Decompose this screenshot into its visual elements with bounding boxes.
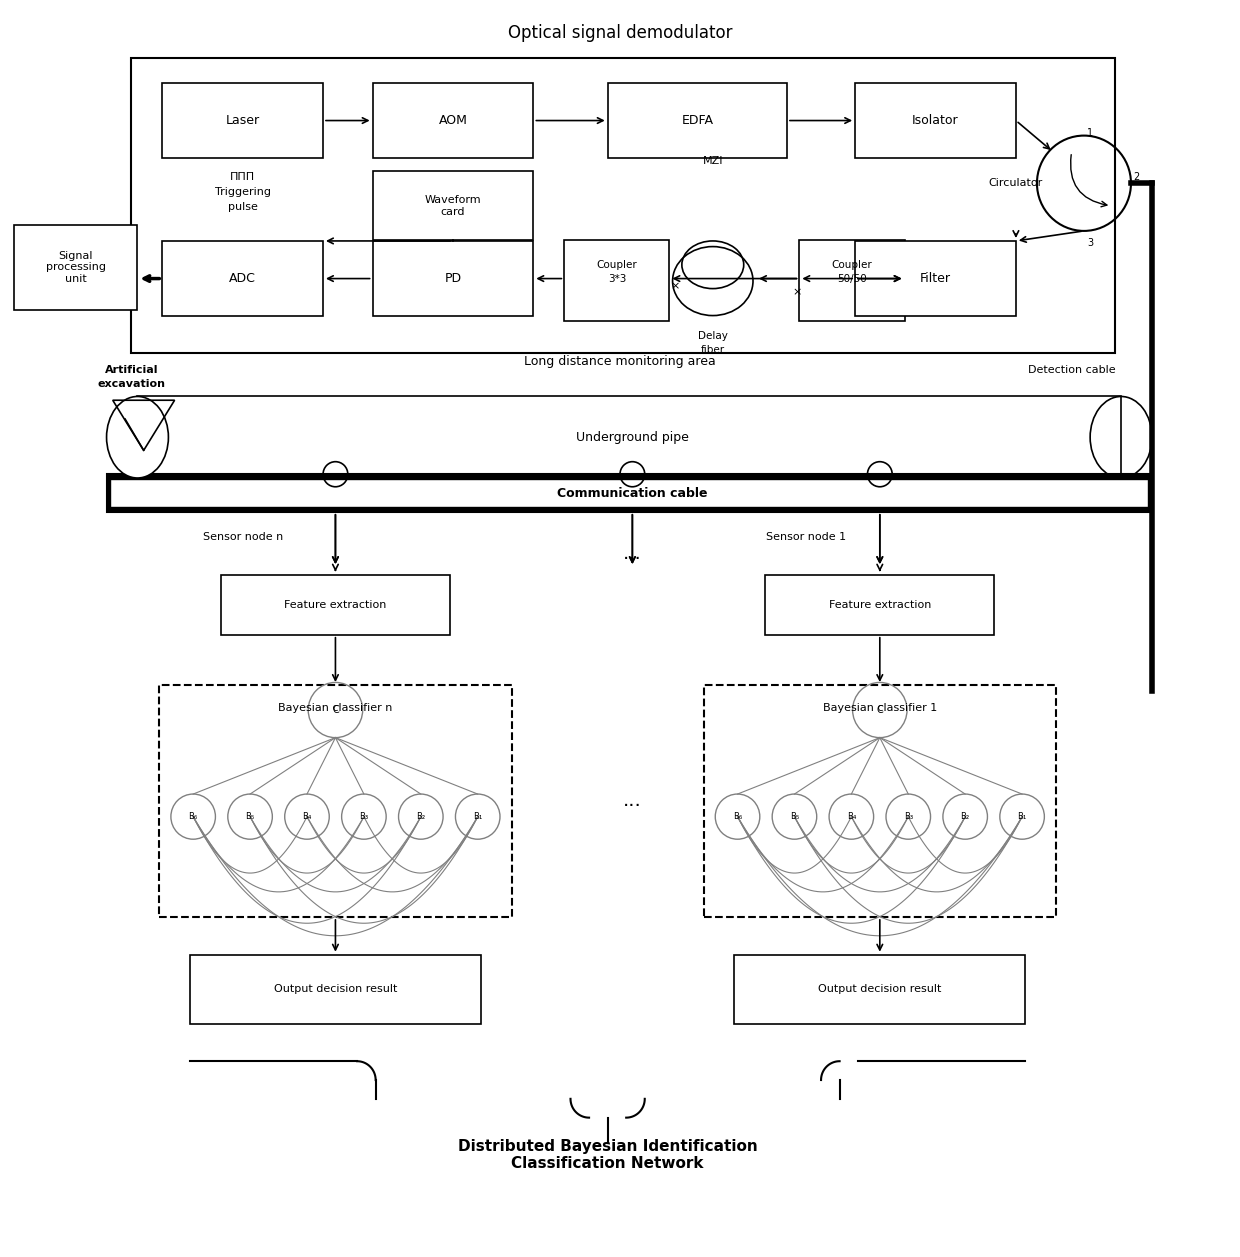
Text: B₃: B₃ (360, 812, 368, 821)
FancyBboxPatch shape (372, 241, 533, 317)
FancyBboxPatch shape (800, 240, 904, 322)
Text: Long distance monitoring area: Long distance monitoring area (525, 354, 715, 368)
FancyBboxPatch shape (564, 240, 670, 322)
Text: Sensor node 1: Sensor node 1 (765, 532, 846, 542)
Text: ADC: ADC (229, 272, 257, 285)
FancyBboxPatch shape (162, 83, 324, 158)
Text: EDFA: EDFA (681, 114, 713, 127)
Text: Feature extraction: Feature extraction (284, 600, 387, 610)
Text: ...: ... (622, 544, 642, 563)
Text: B₆: B₆ (188, 812, 198, 821)
FancyBboxPatch shape (765, 574, 994, 635)
Text: Bayesian classifier n: Bayesian classifier n (278, 703, 393, 713)
Text: 2: 2 (1133, 172, 1140, 182)
Text: AOM: AOM (439, 114, 467, 127)
Text: Artificial: Artificial (104, 365, 157, 375)
Text: B₁: B₁ (474, 812, 482, 821)
Text: PD: PD (444, 272, 461, 285)
Ellipse shape (107, 396, 169, 478)
Text: Sensor node n: Sensor node n (202, 532, 283, 542)
Text: ×: × (671, 282, 680, 292)
Text: 50/50: 50/50 (837, 274, 867, 284)
FancyBboxPatch shape (159, 685, 512, 916)
FancyBboxPatch shape (856, 241, 1016, 317)
Text: Underground pipe: Underground pipe (575, 431, 688, 444)
Text: Filter: Filter (920, 272, 951, 285)
FancyBboxPatch shape (734, 954, 1025, 1023)
Text: ...: ... (622, 792, 642, 811)
Text: Laser: Laser (226, 114, 259, 127)
Text: pulse: pulse (228, 202, 258, 212)
Text: 3: 3 (1087, 239, 1094, 249)
FancyBboxPatch shape (190, 954, 481, 1023)
Text: Communication cable: Communication cable (557, 486, 708, 499)
Text: C: C (877, 705, 883, 715)
FancyBboxPatch shape (107, 474, 1152, 512)
Text: B₅: B₅ (790, 812, 799, 821)
Text: Output decision result: Output decision result (818, 984, 941, 994)
Text: Waveform
card: Waveform card (424, 195, 481, 216)
Text: Output decision result: Output decision result (274, 984, 397, 994)
Text: Delay: Delay (698, 332, 728, 341)
Text: 3*3: 3*3 (608, 274, 626, 284)
Text: Detection cable: Detection cable (1028, 365, 1116, 375)
Text: ΠΠΠ: ΠΠΠ (231, 172, 255, 182)
Text: B₁: B₁ (1018, 812, 1027, 821)
Text: B₂: B₂ (417, 812, 425, 821)
FancyBboxPatch shape (110, 479, 1148, 507)
Text: 1: 1 (1087, 128, 1094, 138)
Text: B₄: B₄ (847, 812, 856, 821)
Text: B₅: B₅ (246, 812, 254, 821)
FancyBboxPatch shape (14, 225, 138, 310)
Text: B₆: B₆ (733, 812, 743, 821)
FancyBboxPatch shape (162, 241, 324, 317)
Text: Isolator: Isolator (913, 114, 959, 127)
FancyBboxPatch shape (372, 83, 533, 158)
Text: Distributed Bayesian Identification
Classification Network: Distributed Bayesian Identification Clas… (458, 1139, 758, 1172)
Text: fiber: fiber (701, 346, 725, 354)
Text: Bayesian classifier 1: Bayesian classifier 1 (822, 703, 937, 713)
FancyBboxPatch shape (131, 58, 1115, 352)
Text: Signal
processing
unit: Signal processing unit (46, 250, 105, 284)
Text: B₂: B₂ (961, 812, 970, 821)
FancyBboxPatch shape (221, 574, 450, 635)
Text: excavation: excavation (97, 378, 165, 388)
Text: Triggering: Triggering (215, 187, 270, 197)
FancyBboxPatch shape (856, 83, 1016, 158)
Text: Circulator: Circulator (988, 178, 1043, 189)
FancyBboxPatch shape (608, 83, 787, 158)
Text: ×: × (792, 288, 802, 298)
FancyBboxPatch shape (372, 171, 533, 240)
Text: B₄: B₄ (303, 812, 311, 821)
Text: Optical signal demodulator: Optical signal demodulator (507, 24, 733, 41)
Text: Coupler: Coupler (832, 260, 873, 270)
Text: Coupler: Coupler (596, 260, 637, 270)
Text: B₃: B₃ (904, 812, 913, 821)
Text: Feature extraction: Feature extraction (828, 600, 931, 610)
FancyBboxPatch shape (703, 685, 1056, 916)
FancyBboxPatch shape (138, 396, 1121, 478)
Text: MZI: MZI (703, 156, 723, 166)
Text: C: C (332, 705, 339, 715)
